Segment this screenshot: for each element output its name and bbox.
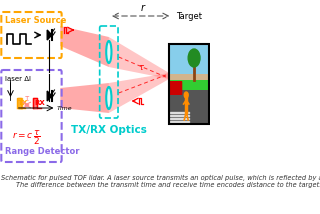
- Text: TX/RX Optics: TX/RX Optics: [71, 125, 147, 135]
- Text: $r = c\,\dfrac{\tau}{2}$: $r = c\,\dfrac{\tau}{2}$: [12, 128, 41, 147]
- Text: TX: TX: [18, 100, 29, 106]
- Polygon shape: [47, 30, 52, 40]
- Text: laser ΔI: laser ΔI: [4, 76, 31, 82]
- Text: τ: τ: [25, 94, 29, 103]
- Polygon shape: [47, 91, 52, 101]
- Text: Schematic for pulsed TOF lidar. A laser source transmits an optical pulse, which: Schematic for pulsed TOF lidar. A laser …: [1, 175, 320, 181]
- FancyBboxPatch shape: [169, 80, 209, 90]
- Text: Target: Target: [176, 12, 202, 21]
- Polygon shape: [109, 73, 169, 113]
- Ellipse shape: [106, 41, 111, 63]
- FancyBboxPatch shape: [169, 90, 209, 124]
- Circle shape: [184, 92, 188, 98]
- Text: RX: RX: [34, 100, 45, 106]
- Circle shape: [188, 49, 200, 67]
- Polygon shape: [60, 83, 109, 113]
- Text: Laser Source: Laser Source: [5, 16, 67, 25]
- Text: Range Detector: Range Detector: [5, 147, 80, 156]
- Polygon shape: [109, 37, 169, 79]
- FancyBboxPatch shape: [169, 44, 209, 82]
- Ellipse shape: [106, 87, 111, 109]
- Polygon shape: [60, 26, 109, 67]
- FancyBboxPatch shape: [169, 74, 209, 94]
- Text: The difference between the transmit time and receive time encodes distance to th: The difference between the transmit time…: [16, 182, 320, 188]
- Text: τ: τ: [139, 63, 143, 72]
- FancyBboxPatch shape: [169, 81, 182, 95]
- Text: Time: Time: [57, 106, 73, 110]
- Text: r: r: [140, 3, 144, 13]
